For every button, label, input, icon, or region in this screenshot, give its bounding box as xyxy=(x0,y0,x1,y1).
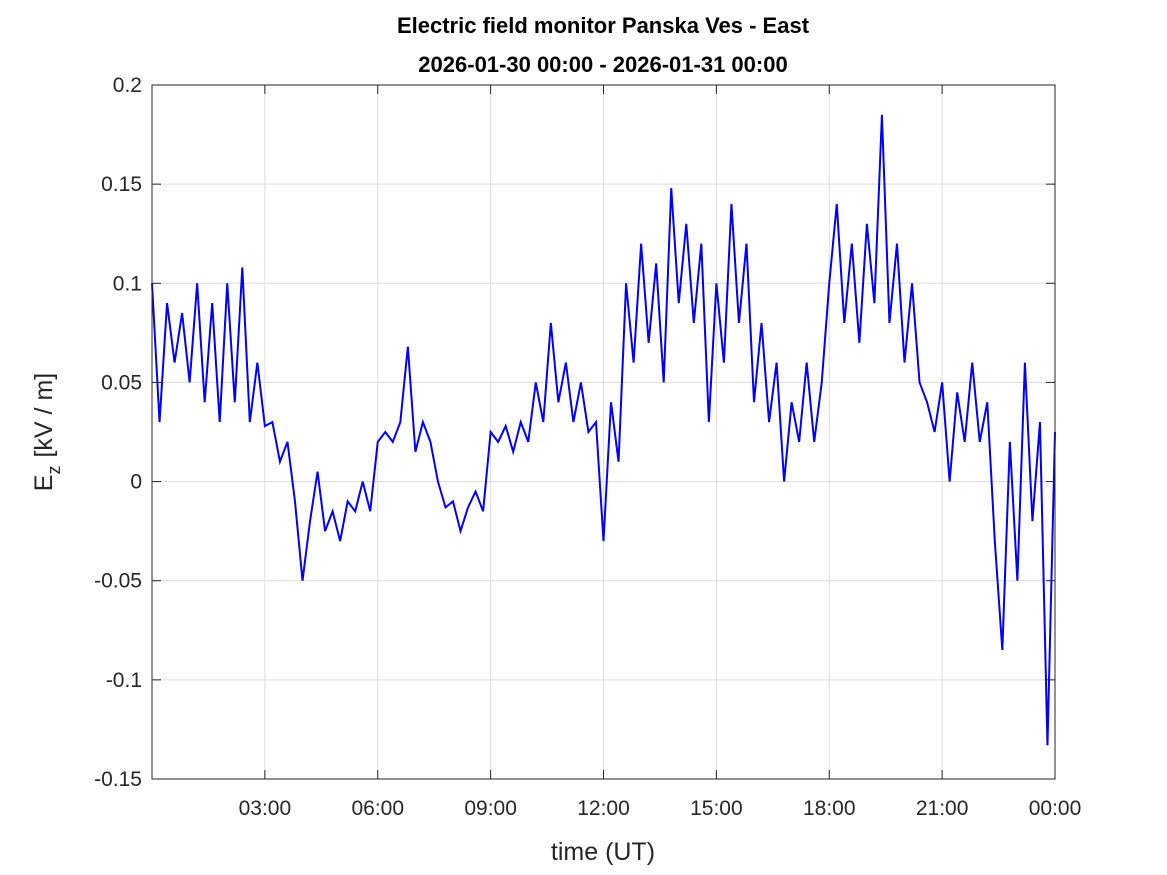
y-tick-label: -0.05 xyxy=(94,570,142,593)
y-tick-label: 0.15 xyxy=(101,173,142,196)
x-tick-label: 15:00 xyxy=(690,797,743,820)
y-axis-label: Ez [kV / m] xyxy=(30,373,64,491)
chart-subtitle: 2026-01-30 00:00 - 2026-01-31 00:00 xyxy=(418,52,787,77)
x-tick-label: 09:00 xyxy=(464,797,517,820)
x-tick-label: 21:00 xyxy=(916,797,969,820)
y-tick-label: 0.2 xyxy=(113,74,142,97)
x-tick-label: 06:00 xyxy=(351,797,404,820)
y-tick-label: 0.1 xyxy=(113,272,142,295)
data-line xyxy=(151,114,1056,746)
y-tick-label: -0.15 xyxy=(94,768,142,791)
axes-box xyxy=(151,84,1056,780)
x-tick-label: 18:00 xyxy=(803,797,856,820)
y-tick-label: 0 xyxy=(130,471,142,494)
chart-title: Electric field monitor Panska Ves - East xyxy=(397,13,810,38)
x-tick-label: 12:00 xyxy=(577,797,630,820)
y-label-unit: [kV / m] xyxy=(30,373,58,458)
y-label-subscript: z xyxy=(44,466,64,475)
x-axis-label: time (UT) xyxy=(551,838,655,866)
x-tick-label: 00:00 xyxy=(1029,797,1082,820)
y-tick-label: -0.1 xyxy=(106,669,142,692)
x-tick-label: 03:00 xyxy=(239,797,292,820)
y-label-base: E xyxy=(30,475,58,492)
y-tick-label: 0.05 xyxy=(101,371,142,394)
